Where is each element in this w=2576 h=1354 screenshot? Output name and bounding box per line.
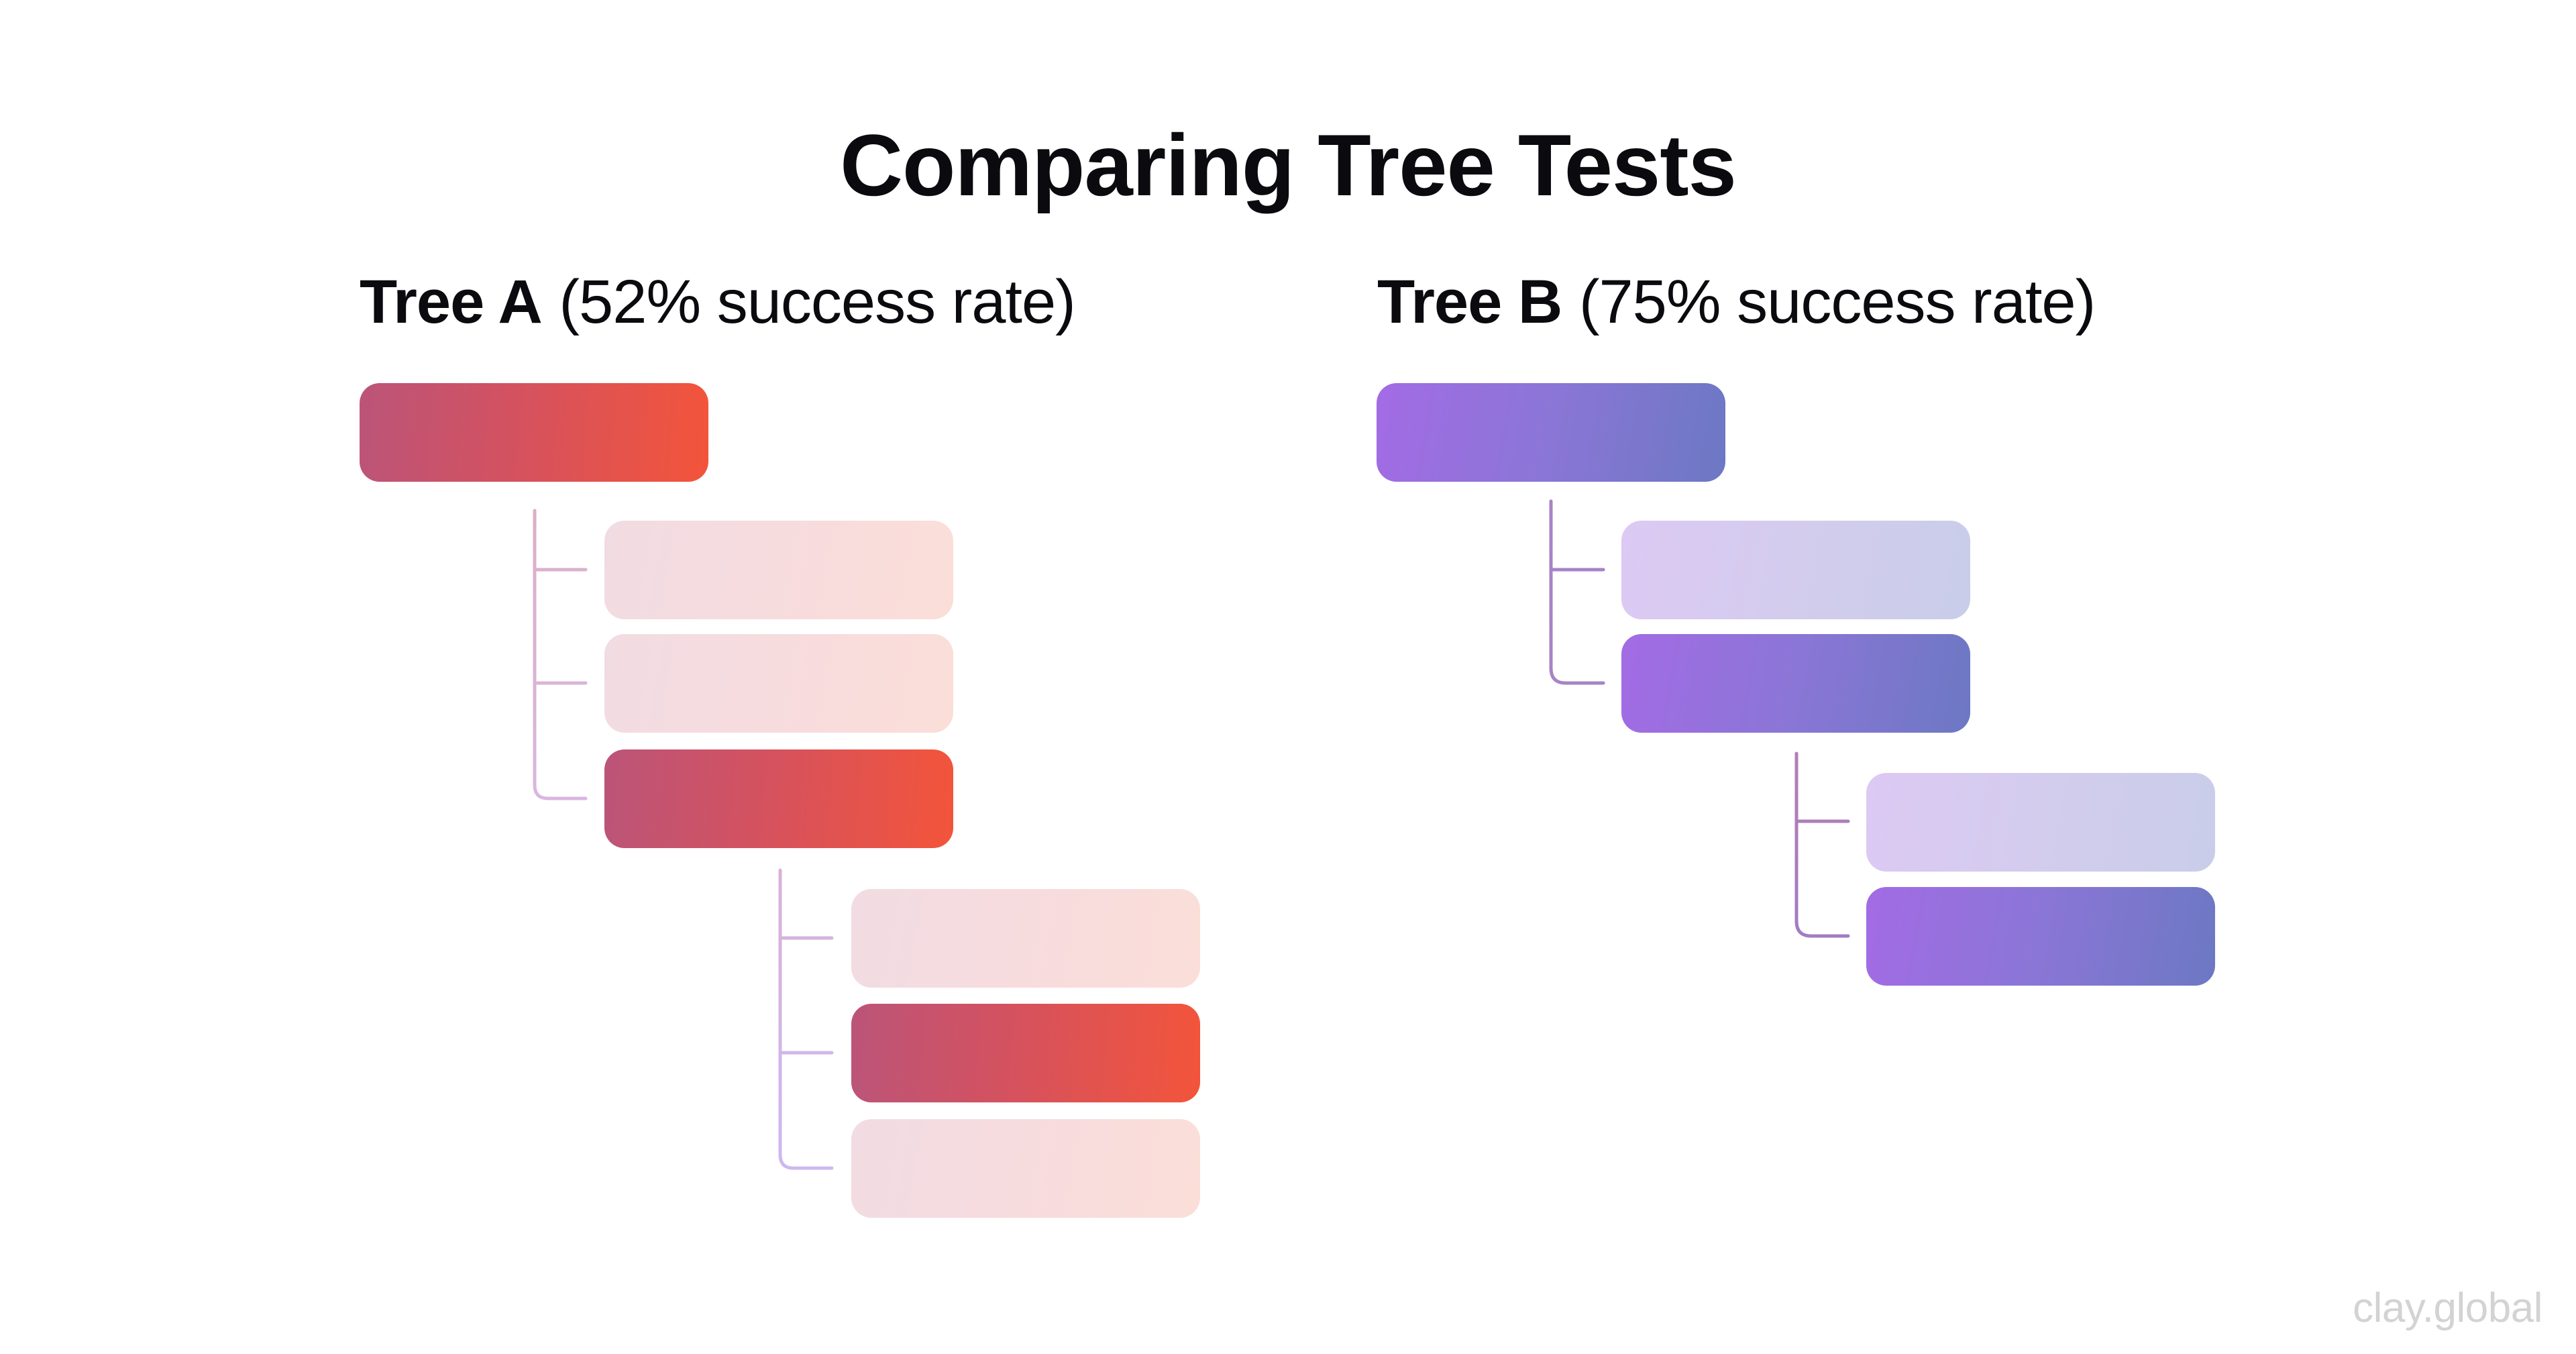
tree-a-heading: Tree A (52% success rate) bbox=[360, 265, 1076, 339]
tree-a-success-rate: (52% success rate) bbox=[559, 268, 1075, 336]
tree-b-heading: Tree B (75% success rate) bbox=[1377, 265, 2096, 339]
tree-b-level2-node-1 bbox=[1866, 773, 2215, 872]
tree-a-level1-node-2 bbox=[604, 634, 953, 733]
tree-b-root-node-selected bbox=[1377, 383, 1725, 482]
tree-a-level1-node-3-selected bbox=[604, 749, 953, 848]
tree-b-name: Tree B bbox=[1377, 268, 1562, 336]
tree-a-level2-node-3 bbox=[851, 1119, 1200, 1218]
tree-b-level1-node-1 bbox=[1621, 521, 1970, 619]
tree-a-level2-node-1 bbox=[851, 889, 1200, 988]
tree-b-level1-node-2-selected bbox=[1621, 634, 1970, 733]
tree-a-level1-node-1 bbox=[604, 521, 953, 619]
tree-a-level2-node-2-selected bbox=[851, 1004, 1200, 1102]
page-title: Comparing Tree Tests bbox=[840, 116, 1737, 214]
watermark-text: clay.global bbox=[2353, 1285, 2542, 1331]
tree-a-name: Tree A bbox=[360, 268, 543, 336]
tree-b-level2-node-2-selected bbox=[1866, 887, 2215, 986]
tree-b-success-rate: (75% success rate) bbox=[1578, 268, 2096, 336]
tree-a-root-node-selected bbox=[360, 383, 708, 482]
